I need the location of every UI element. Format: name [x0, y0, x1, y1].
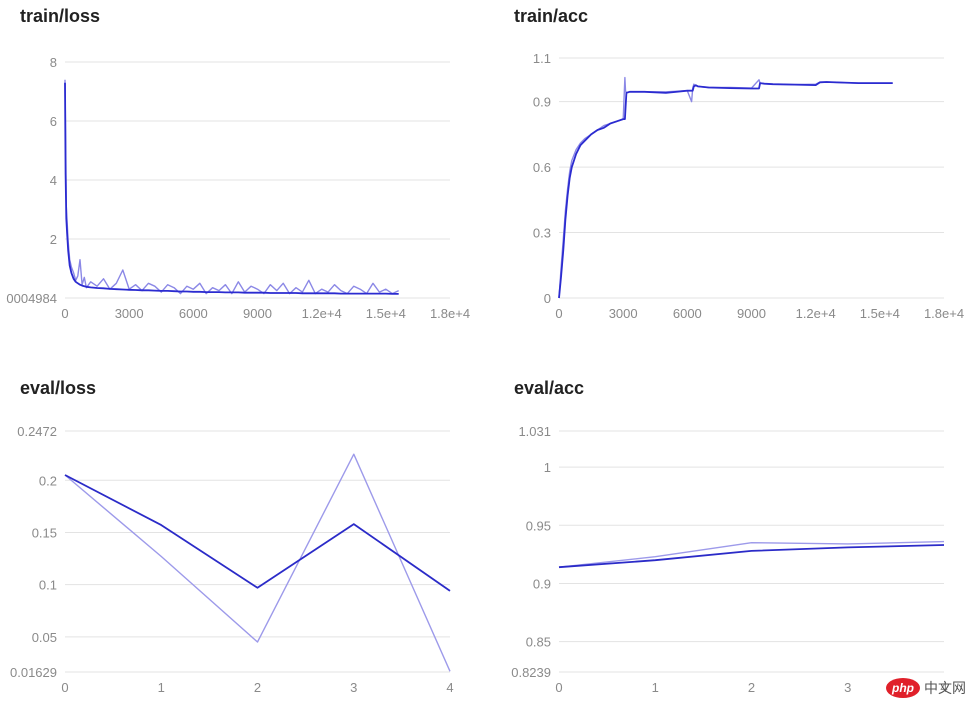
- y-tick-label: 0.2: [39, 473, 57, 488]
- x-tick-label: 0: [61, 680, 68, 695]
- x-tick-label: 0: [61, 306, 68, 321]
- y-tick-label: 0: [544, 291, 551, 306]
- x-tick-label: 9000: [737, 306, 766, 321]
- series-line-smoothed: [558, 544, 945, 569]
- y-tick-label: 4: [50, 173, 57, 188]
- y-tick-label: 0.6: [533, 160, 551, 175]
- y-tick-labels: 0.01629 0.05 0.1 0.15 0.2 0.2472: [10, 424, 57, 680]
- series-line-smoothed: [558, 81, 893, 299]
- series-group: [64, 453, 451, 672]
- panel-train-loss: train/loss 0004984 2 4 6 8 0 3000 6000 9000 1.2e…: [6, 6, 470, 321]
- x-tick-label: 3: [844, 680, 851, 695]
- x-tick-label: 1.8e+4: [430, 306, 470, 321]
- series-line-smoothed: [64, 82, 399, 295]
- y-tick-label: 0.2472: [17, 424, 57, 439]
- y-tick-label: 0.8239: [511, 665, 551, 680]
- y-tick-label: 0.3: [533, 226, 551, 241]
- chart-title: train/acc: [514, 6, 588, 26]
- y-tick-label: 0.01629: [10, 665, 57, 680]
- y-tick-label: 0.9: [533, 576, 551, 591]
- x-tick-label: 3000: [609, 306, 638, 321]
- watermark-text: 中文网: [924, 681, 966, 697]
- y-tick-label: 2: [50, 232, 57, 247]
- watermark: php 中文网: [886, 675, 966, 701]
- x-tick-label: 1.2e+4: [302, 306, 342, 321]
- y-tick-label: 0.05: [32, 630, 57, 645]
- series-line-smoothed: [64, 474, 451, 592]
- y-tick-label: 1.031: [518, 424, 551, 439]
- grid-lines: [65, 430, 450, 673]
- x-tick-label: 3000: [115, 306, 144, 321]
- series-line-raw: [558, 540, 945, 568]
- y-tick-label: 6: [50, 114, 57, 129]
- chart-title: train/loss: [20, 6, 100, 26]
- panel-eval-loss: eval/loss 0.01629 0.05 0.1 0.15 0.2 0.2472 0 1…: [10, 378, 454, 695]
- series-line-raw: [64, 79, 399, 295]
- x-tick-label: 9000: [243, 306, 272, 321]
- chart-title: eval/loss: [20, 378, 96, 398]
- x-tick-label: 1: [158, 680, 165, 695]
- y-tick-label: 8: [50, 55, 57, 70]
- y-tick-label: 0.85: [526, 635, 551, 650]
- y-tick-labels: 0.8239 0.85 0.9 0.95 1 1.031: [511, 424, 551, 680]
- series-line-raw: [64, 453, 451, 672]
- x-tick-label: 1.2e+4: [796, 306, 836, 321]
- x-tick-label: 0: [555, 680, 562, 695]
- x-tick-labels: 0 3000 6000 9000 1.2e+4 1.5e+4 1.8e+4: [61, 306, 470, 321]
- x-tick-label: 1.5e+4: [860, 306, 900, 321]
- y-tick-label: 0.15: [32, 525, 57, 540]
- y-tick-label: 0.1: [39, 578, 57, 593]
- x-tick-label: 2: [254, 680, 261, 695]
- php-logo-icon: php: [886, 678, 920, 698]
- x-tick-label: 1.8e+4: [924, 306, 964, 321]
- grid-lines: [559, 430, 944, 673]
- panel-train-acc: train/acc 0 0.3 0.6 0.9 1.1 0 3000 6000 9000 1.2…: [514, 6, 964, 321]
- x-tick-label: 1.5e+4: [366, 306, 406, 321]
- x-tick-label: 0: [555, 306, 562, 321]
- grid-lines: [559, 57, 944, 299]
- y-tick-labels: 0 0.3 0.6 0.9 1.1: [533, 51, 551, 306]
- y-tick-label: 1: [544, 460, 551, 475]
- y-tick-label: 0.95: [526, 518, 551, 533]
- x-tick-labels: 0 3000 6000 9000 1.2e+4 1.5e+4 1.8e+4: [555, 306, 964, 321]
- y-tick-label: 0004984: [6, 291, 57, 306]
- x-tick-label: 4: [940, 680, 947, 695]
- x-tick-label: 6000: [673, 306, 702, 321]
- grid-lines: [65, 61, 450, 299]
- x-tick-label: 1: [652, 680, 659, 695]
- series-group: [558, 76, 893, 299]
- y-tick-label: 1.1: [533, 51, 551, 66]
- series-group: [64, 79, 399, 295]
- chart-title: eval/acc: [514, 378, 584, 398]
- y-tick-labels: 0004984 2 4 6 8: [6, 55, 57, 306]
- panel-eval-acc: eval/acc 0.8239 0.85 0.9 0.95 1 1.031 0 1 2 3 4: [511, 378, 947, 695]
- y-tick-label: 0.9: [533, 95, 551, 110]
- x-tick-label: 3: [350, 680, 357, 695]
- series-line-raw: [558, 76, 893, 299]
- x-tick-label: 4: [446, 680, 453, 695]
- x-tick-labels: 0 1 2 3 4: [61, 680, 453, 695]
- x-tick-label: 6000: [179, 306, 208, 321]
- x-tick-label: 2: [748, 680, 755, 695]
- x-tick-labels: 0 1 2 3 4: [555, 680, 947, 695]
- series-group: [558, 540, 945, 569]
